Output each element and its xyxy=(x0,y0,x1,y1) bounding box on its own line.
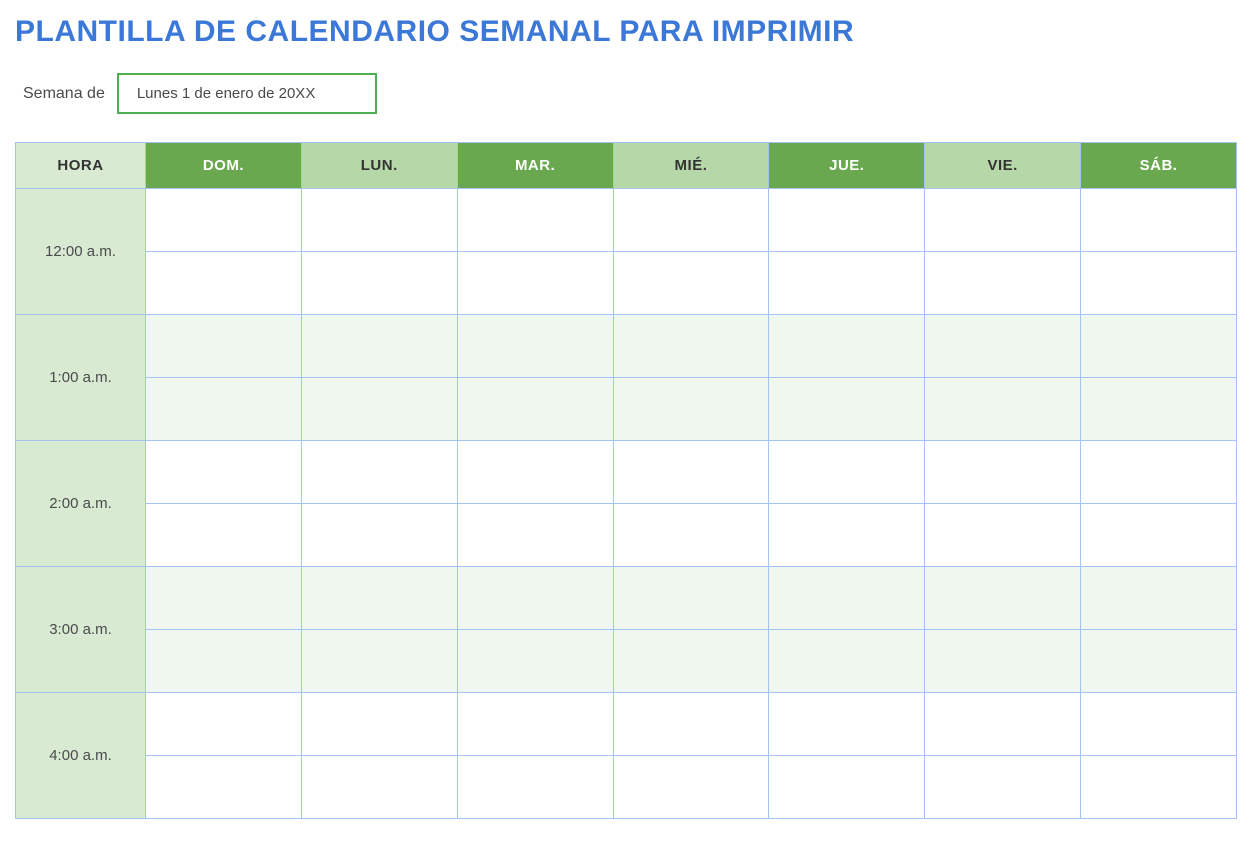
calendar-cell[interactable] xyxy=(301,630,457,693)
table-row: 12:00 a.m. xyxy=(16,189,1237,252)
calendar-cell[interactable] xyxy=(146,630,302,693)
calendar-cell[interactable] xyxy=(613,252,769,315)
calendar-cell[interactable] xyxy=(613,504,769,567)
calendar-cell[interactable] xyxy=(457,693,613,756)
calendar-cell[interactable] xyxy=(146,504,302,567)
calendar-cell[interactable] xyxy=(146,378,302,441)
calendar-cell[interactable] xyxy=(146,756,302,819)
calendar-cell[interactable] xyxy=(613,567,769,630)
week-of-label: Semana de xyxy=(15,85,105,103)
calendar-cell[interactable] xyxy=(769,756,925,819)
header-day-thu: JUE. xyxy=(769,143,925,189)
table-row xyxy=(16,504,1237,567)
calendar-cell[interactable] xyxy=(457,315,613,378)
calendar-cell[interactable] xyxy=(1081,693,1237,756)
week-of-row: Semana de Lunes 1 de enero de 20XX xyxy=(15,73,1237,114)
table-row: 4:00 a.m. xyxy=(16,693,1237,756)
calendar-cell[interactable] xyxy=(146,693,302,756)
calendar-cell[interactable] xyxy=(146,315,302,378)
calendar-cell[interactable] xyxy=(1081,756,1237,819)
calendar-cell[interactable] xyxy=(613,693,769,756)
header-day-mon: LUN. xyxy=(301,143,457,189)
time-label: 4:00 a.m. xyxy=(16,693,146,819)
calendar-cell[interactable] xyxy=(925,693,1081,756)
header-day-tue: MAR. xyxy=(457,143,613,189)
calendar-cell[interactable] xyxy=(613,378,769,441)
calendar-cell[interactable] xyxy=(1081,441,1237,504)
header-day-fri: VIE. xyxy=(925,143,1081,189)
calendar-cell[interactable] xyxy=(925,567,1081,630)
time-label: 2:00 a.m. xyxy=(16,441,146,567)
calendar-cell[interactable] xyxy=(769,630,925,693)
calendar-cell[interactable] xyxy=(457,189,613,252)
calendar-cell[interactable] xyxy=(925,378,1081,441)
calendar-cell[interactable] xyxy=(925,189,1081,252)
calendar-cell[interactable] xyxy=(769,693,925,756)
calendar-cell[interactable] xyxy=(769,567,925,630)
week-of-date-box[interactable]: Lunes 1 de enero de 20XX xyxy=(117,73,377,114)
weekly-calendar-table: HORA DOM. LUN. MAR. MIÉ. JUE. VIE. SÁB. … xyxy=(15,142,1237,819)
calendar-cell[interactable] xyxy=(769,252,925,315)
calendar-cell[interactable] xyxy=(1081,630,1237,693)
header-day-sun: DOM. xyxy=(146,143,302,189)
time-label: 12:00 a.m. xyxy=(16,189,146,315)
calendar-cell[interactable] xyxy=(457,378,613,441)
calendar-cell[interactable] xyxy=(301,378,457,441)
calendar-cell[interactable] xyxy=(613,315,769,378)
calendar-cell[interactable] xyxy=(301,252,457,315)
calendar-cell[interactable] xyxy=(613,756,769,819)
time-label: 1:00 a.m. xyxy=(16,315,146,441)
page-title: PLANTILLA DE CALENDARIO SEMANAL PARA IMP… xyxy=(15,15,1237,49)
calendar-cell[interactable] xyxy=(769,504,925,567)
calendar-cell[interactable] xyxy=(1081,315,1237,378)
table-row: 2:00 a.m. xyxy=(16,441,1237,504)
calendar-cell[interactable] xyxy=(146,189,302,252)
calendar-cell[interactable] xyxy=(613,189,769,252)
calendar-cell[interactable] xyxy=(301,504,457,567)
calendar-cell[interactable] xyxy=(301,189,457,252)
calendar-cell[interactable] xyxy=(1081,567,1237,630)
calendar-cell[interactable] xyxy=(457,441,613,504)
table-row xyxy=(16,630,1237,693)
calendar-cell[interactable] xyxy=(613,630,769,693)
calendar-cell[interactable] xyxy=(925,252,1081,315)
calendar-cell[interactable] xyxy=(301,315,457,378)
header-row: HORA DOM. LUN. MAR. MIÉ. JUE. VIE. SÁB. xyxy=(16,143,1237,189)
calendar-cell[interactable] xyxy=(1081,378,1237,441)
calendar-cell[interactable] xyxy=(1081,504,1237,567)
calendar-cell[interactable] xyxy=(1081,189,1237,252)
calendar-cell[interactable] xyxy=(925,630,1081,693)
calendar-cell[interactable] xyxy=(769,378,925,441)
calendar-cell[interactable] xyxy=(925,504,1081,567)
table-row xyxy=(16,378,1237,441)
table-row: 3:00 a.m. xyxy=(16,567,1237,630)
calendar-cell[interactable] xyxy=(301,567,457,630)
calendar-cell[interactable] xyxy=(301,756,457,819)
calendar-cell[interactable] xyxy=(457,756,613,819)
calendar-cell[interactable] xyxy=(301,693,457,756)
calendar-cell[interactable] xyxy=(613,441,769,504)
calendar-cell[interactable] xyxy=(457,567,613,630)
calendar-cell[interactable] xyxy=(146,441,302,504)
calendar-cell[interactable] xyxy=(301,441,457,504)
calendar-cell[interactable] xyxy=(146,252,302,315)
header-day-sat: SÁB. xyxy=(1081,143,1237,189)
calendar-cell[interactable] xyxy=(457,504,613,567)
calendar-cell[interactable] xyxy=(146,567,302,630)
table-row xyxy=(16,756,1237,819)
table-row: 1:00 a.m. xyxy=(16,315,1237,378)
calendar-cell[interactable] xyxy=(769,315,925,378)
calendar-cell[interactable] xyxy=(769,441,925,504)
time-label: 3:00 a.m. xyxy=(16,567,146,693)
calendar-cell[interactable] xyxy=(769,189,925,252)
calendar-cell[interactable] xyxy=(925,315,1081,378)
calendar-cell[interactable] xyxy=(457,630,613,693)
table-row xyxy=(16,252,1237,315)
header-time: HORA xyxy=(16,143,146,189)
calendar-cell[interactable] xyxy=(457,252,613,315)
header-day-wed: MIÉ. xyxy=(613,143,769,189)
calendar-cell[interactable] xyxy=(925,441,1081,504)
calendar-cell[interactable] xyxy=(925,756,1081,819)
calendar-cell[interactable] xyxy=(1081,252,1237,315)
